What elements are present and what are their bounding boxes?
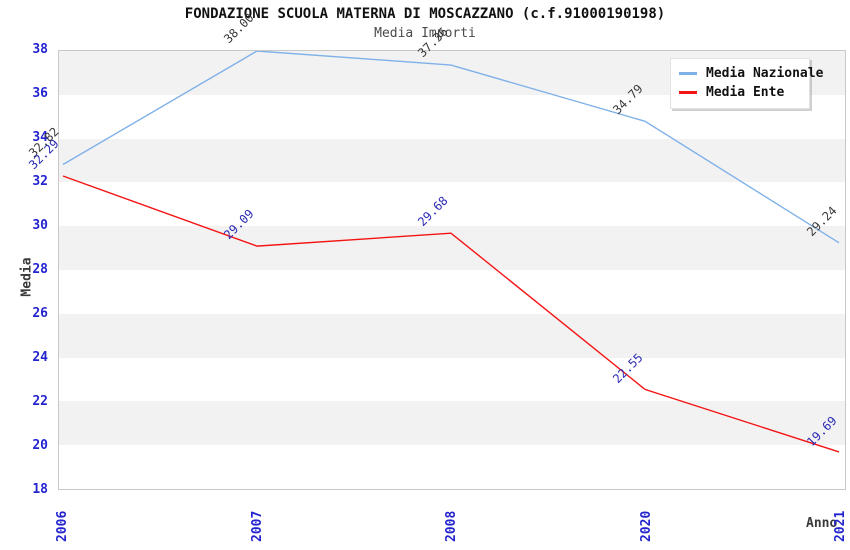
y-tick-label: 32 bbox=[32, 174, 48, 189]
x-axis-title: Anno bbox=[806, 516, 838, 531]
y-tick-label: 22 bbox=[32, 394, 48, 409]
grid-band bbox=[59, 138, 845, 183]
x-tick-label: 2021 bbox=[833, 510, 848, 542]
y-tick-label: 30 bbox=[32, 218, 48, 233]
grid-band bbox=[59, 445, 845, 489]
legend-label: Media Nazionale bbox=[706, 66, 824, 81]
grid-band bbox=[59, 270, 845, 314]
chart-subtitle: Media Importi bbox=[374, 26, 476, 41]
legend-label: Media Ente bbox=[706, 85, 785, 100]
y-tick-label: 20 bbox=[32, 438, 48, 453]
legend-item: Media Ente bbox=[679, 83, 801, 102]
grid-band bbox=[59, 182, 845, 227]
legend-swatch-icon bbox=[679, 72, 697, 75]
y-tick-label: 18 bbox=[32, 482, 48, 497]
legend-item: Media Nazionale bbox=[679, 64, 823, 83]
plot-area bbox=[58, 50, 846, 490]
y-tick-label: 28 bbox=[32, 262, 48, 277]
y-tick-label: 38 bbox=[32, 42, 48, 57]
series-lines bbox=[62, 51, 840, 453]
series-line bbox=[62, 51, 840, 244]
x-tick-label: 2020 bbox=[638, 510, 654, 542]
chart-title: FONDAZIONE SCUOLA MATERNA DI MOSCAZZANO … bbox=[184, 6, 666, 22]
y-tick-label: 36 bbox=[32, 86, 48, 101]
legend-swatch-icon bbox=[679, 91, 697, 94]
grid-band bbox=[59, 357, 845, 402]
x-tick-label: 2008 bbox=[444, 510, 459, 542]
legend: Media Nazionale Media Ente bbox=[670, 58, 823, 109]
y-tick-label: 34 bbox=[32, 130, 48, 145]
grid-band bbox=[59, 313, 845, 358]
x-tick-label: 2007 bbox=[249, 510, 265, 542]
y-tick-label: 24 bbox=[32, 350, 48, 365]
grid-band bbox=[59, 401, 845, 446]
x-tick-label: 2006 bbox=[55, 510, 70, 542]
series-line bbox=[62, 175, 840, 453]
y-tick-label: 26 bbox=[32, 306, 48, 321]
